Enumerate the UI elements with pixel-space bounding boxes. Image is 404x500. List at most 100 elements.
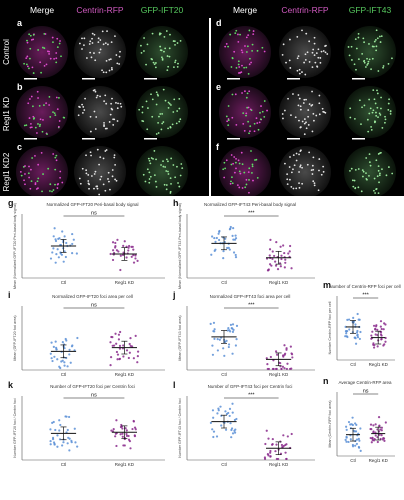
data-point [228, 248, 231, 251]
data-point [130, 245, 133, 248]
data-point [49, 257, 53, 260]
scale-bar [287, 78, 300, 80]
cell-image [136, 86, 188, 138]
data-point [112, 249, 115, 252]
data-point [274, 450, 277, 453]
data-point [356, 312, 359, 316]
data-point [372, 342, 375, 345]
significance-label: *** [248, 211, 255, 217]
data-point [228, 407, 232, 410]
plot-ylabel: Mean (Centrin-RFP foci area) [328, 400, 332, 447]
significance-label: *** [248, 303, 255, 309]
data-point [269, 449, 272, 453]
data-point [115, 419, 118, 422]
plot-ylabel: Number GFP-IFT20 foci / Centrin foci [13, 398, 17, 458]
data-point [68, 348, 71, 351]
cell-image [279, 86, 331, 138]
data-point [49, 443, 52, 446]
significance-label: *** [248, 393, 255, 399]
data-point [63, 235, 66, 238]
data-point [290, 432, 293, 436]
data-point [233, 418, 236, 422]
data-point [63, 361, 66, 364]
data-point [75, 252, 78, 255]
data-point [68, 353, 71, 356]
plot-title: Average Centrin-RFP area [338, 380, 392, 385]
data-point [64, 337, 67, 341]
data-point [379, 320, 383, 323]
data-point [384, 323, 387, 326]
data-point [224, 428, 228, 431]
data-point [266, 363, 269, 366]
data-point [134, 257, 137, 260]
data-point [131, 427, 134, 431]
data-point [274, 350, 278, 353]
data-point [348, 328, 351, 331]
data-point [136, 355, 139, 358]
data-point [211, 409, 215, 412]
data-point [51, 251, 54, 254]
data-point [370, 337, 373, 340]
data-point [57, 256, 60, 259]
data-point [231, 234, 234, 237]
data-point [380, 426, 384, 429]
data-point [234, 344, 237, 347]
data-point [49, 440, 52, 443]
data-point [63, 250, 66, 253]
plot-title: Normalized GFP-IFT20 foci area per cell [52, 294, 133, 299]
data-point [267, 268, 270, 271]
data-point [353, 430, 356, 433]
data-point [380, 334, 383, 337]
data-point [358, 318, 361, 321]
cell-image [16, 86, 68, 138]
data-point [346, 318, 349, 321]
data-point [136, 350, 140, 353]
data-point [121, 427, 124, 430]
plot-ylabel: Number Centrin-RFP foci per cell [328, 301, 332, 354]
data-point [224, 410, 227, 413]
data-point [121, 432, 124, 435]
data-point [132, 248, 135, 251]
category-label: Regl1 KD [115, 280, 135, 285]
data-point [345, 435, 348, 438]
significance-label: ns [363, 389, 369, 395]
data-point [355, 442, 359, 446]
cell-image [219, 86, 271, 138]
data-point [130, 255, 133, 258]
data-point [51, 438, 55, 441]
data-point [344, 335, 347, 338]
data-point [114, 245, 117, 248]
data-point [211, 344, 214, 347]
cell-images [16, 26, 396, 200]
data-point [216, 349, 219, 352]
data-point [61, 230, 64, 233]
data-point [269, 238, 272, 241]
scale-bar [227, 138, 240, 140]
data-point [217, 232, 220, 235]
data-point [374, 325, 378, 328]
row-label-regl1kd: Regl1 KD [2, 97, 11, 131]
data-point [72, 238, 75, 241]
data-point [280, 443, 284, 447]
data-point [269, 355, 272, 359]
scale-bar [82, 138, 95, 140]
data-point [227, 327, 230, 330]
header-ift43: GFP-IFT43 [349, 5, 392, 15]
data-point [286, 435, 289, 438]
data-point [122, 244, 125, 247]
data-point [58, 419, 61, 422]
scale-bar [227, 78, 240, 80]
data-point [55, 348, 58, 351]
data-point [209, 421, 213, 424]
data-point [285, 348, 288, 351]
data-point [128, 440, 132, 443]
data-point [380, 337, 383, 341]
data-point [211, 428, 214, 431]
data-point [118, 358, 121, 361]
data-point [284, 451, 287, 454]
data-point [381, 438, 384, 441]
data-point [58, 237, 61, 240]
data-point [50, 357, 53, 360]
data-point [76, 445, 79, 448]
data-point [217, 238, 221, 242]
